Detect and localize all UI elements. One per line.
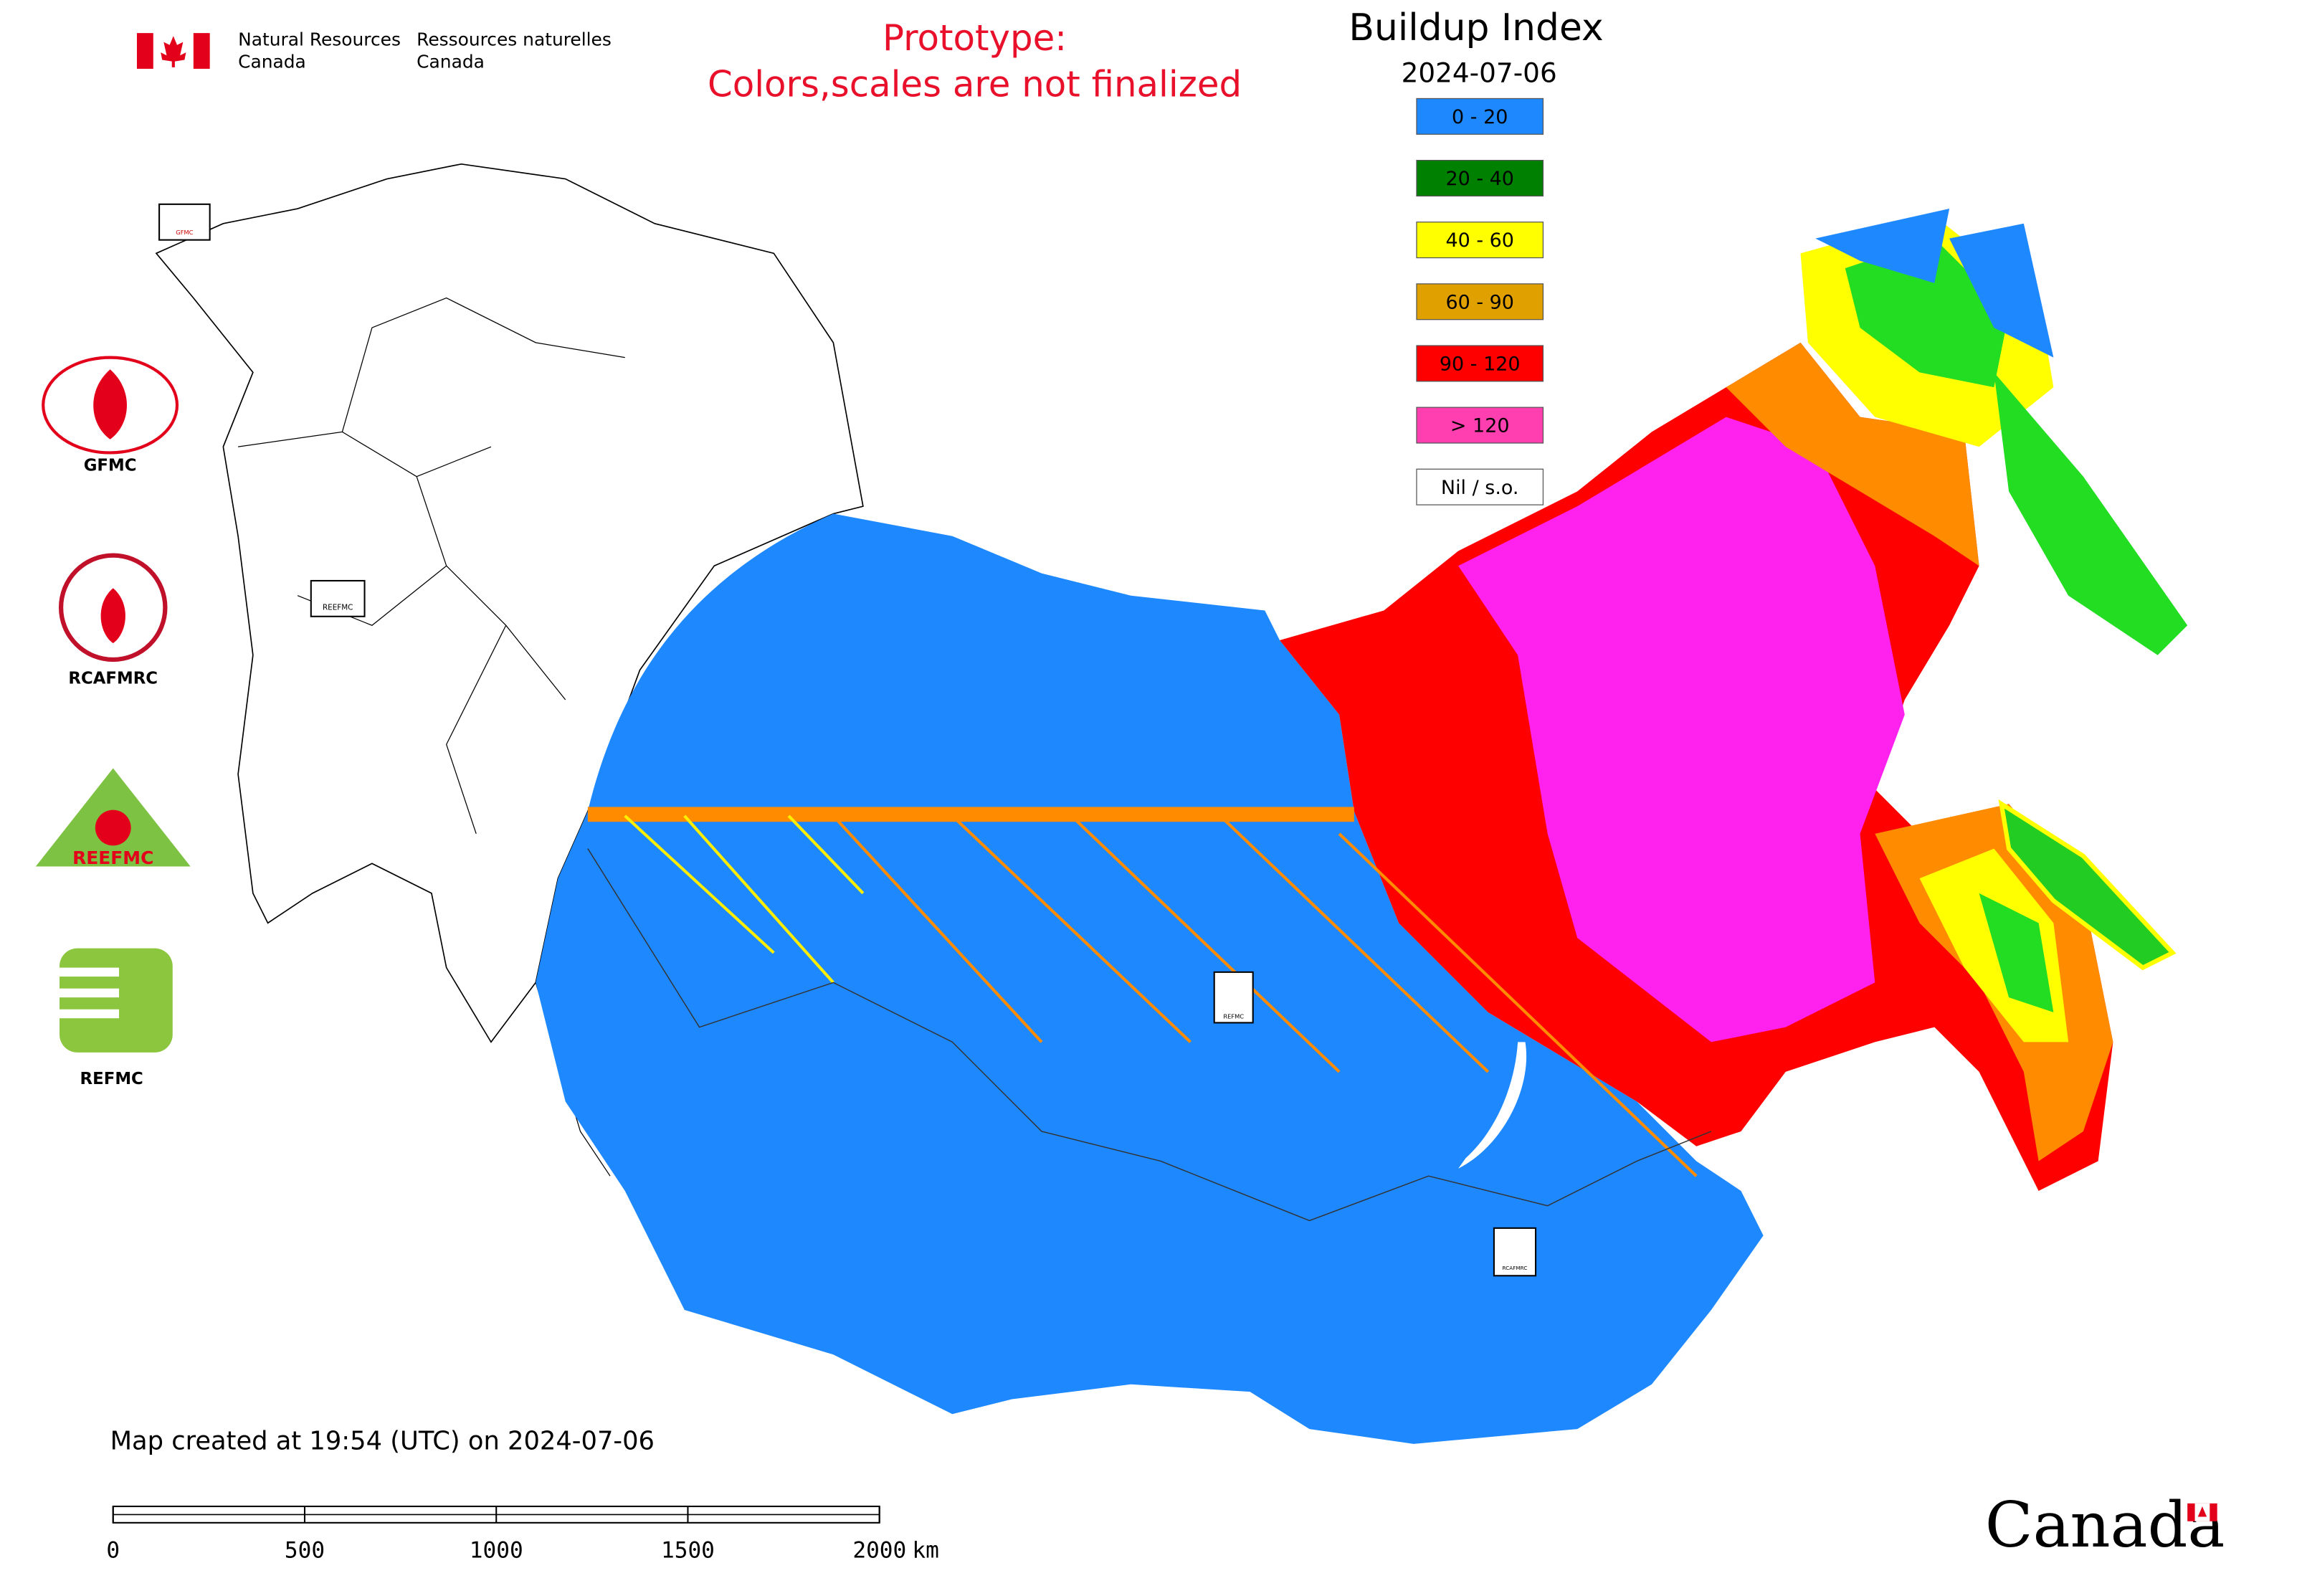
region-kamchatka (1998, 799, 2177, 971)
wordmark-leaf (2197, 1506, 2207, 1517)
logo-reefmc (35, 768, 191, 867)
created-note: Map created at 19:54 (UTC) on 2024-07-06 (110, 1427, 655, 1456)
logo-refmc (60, 948, 173, 1053)
legend-title: Buildup Index (1349, 6, 1603, 49)
flag-leaf (161, 36, 186, 67)
legend-swatch (1416, 283, 1544, 320)
legend-swatch (1416, 98, 1544, 135)
lake (1458, 1042, 1527, 1169)
legend-label: 90 - 120 (1440, 353, 1521, 375)
legend-swatch (1416, 345, 1544, 382)
legend-swatch (1416, 468, 1544, 505)
canada-wordmark: Canada (1985, 1488, 2225, 1562)
legend-swatch (1416, 222, 1544, 259)
logo-label: REEFMC (72, 847, 153, 868)
scale-label: 1000 (470, 1537, 523, 1563)
legend-date: 2024-07-06 (1402, 57, 1557, 89)
logo-gfmc (42, 356, 179, 455)
map-logo-label: REEFMC (323, 603, 353, 612)
map-logo-label: GFMC (176, 229, 193, 236)
map-logo (1213, 971, 1254, 1024)
map-logo (158, 203, 211, 241)
flag-band (136, 33, 153, 69)
region-low-ne (1815, 209, 2054, 358)
map-logo-label: REFMC (1223, 1013, 1244, 1020)
land-outline (238, 297, 625, 1177)
legend-label: 40 - 60 (1445, 229, 1514, 252)
legend-label: 20 - 40 (1445, 168, 1514, 190)
agency-en: Natural Resources (238, 29, 401, 50)
legend-swatch (1416, 159, 1544, 197)
logo-rcafmrc (58, 553, 168, 662)
swath-streaks (624, 814, 865, 984)
logo-label: GFMC (84, 457, 137, 475)
map-logo (310, 579, 366, 617)
notice: Prototype: (883, 17, 1067, 59)
logo-label: REFMC (80, 1070, 143, 1088)
swath-band (587, 807, 1354, 822)
scale-label: 0 (106, 1537, 120, 1563)
map-logo (1493, 1227, 1537, 1277)
notice: Colors,scales are not finalized (708, 63, 1242, 105)
legend-label: 0 - 20 (1452, 106, 1508, 128)
scale-label: 1500 (661, 1537, 715, 1563)
scale-label: 2000 (852, 1537, 906, 1563)
scale-unit: km (912, 1537, 938, 1563)
border (587, 848, 1712, 1222)
agency-en: Canada (238, 52, 306, 72)
scale-label: 500 (285, 1537, 325, 1563)
flag-band (193, 33, 210, 69)
agency-fr: Ressources naturelles (417, 29, 612, 50)
region-mid-low (1845, 238, 2188, 1012)
legend-label: > 120 (1450, 415, 1510, 437)
region-very-high (1458, 417, 1905, 1042)
legend-swatch (1416, 407, 1544, 444)
region-low (536, 513, 1764, 1444)
logo-label: RCAFMRC (68, 669, 158, 688)
map-logo-label: RCAFMRC (1503, 1265, 1528, 1271)
legend-label: 60 - 90 (1445, 291, 1514, 313)
swath-streaks (832, 814, 1698, 1177)
agency-fr: Canada (417, 52, 485, 72)
legend-label: Nil / s.o. (1441, 477, 1519, 499)
